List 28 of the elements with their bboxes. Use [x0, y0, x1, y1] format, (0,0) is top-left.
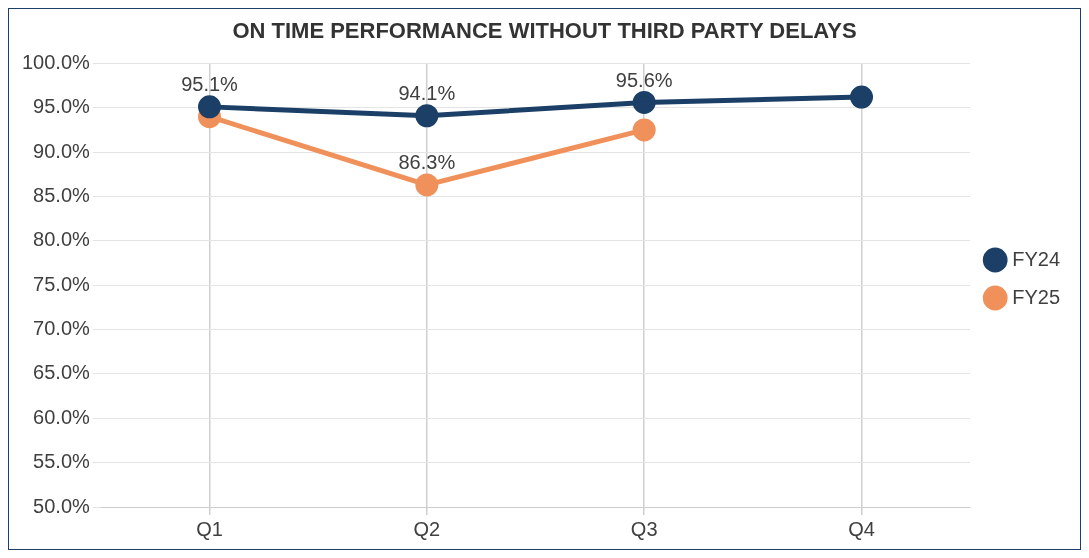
y-tick-label: 85.0%	[33, 184, 91, 206]
data-label: 86.3%	[398, 151, 456, 174]
y-tick-label: 80.0%	[33, 228, 91, 251]
y-tick-label: 60.0%	[33, 405, 91, 428]
y-tick-label: 55.0%	[33, 450, 91, 473]
point	[850, 85, 874, 109]
point	[632, 90, 656, 114]
point	[632, 118, 656, 142]
data-label: 94.1%	[398, 82, 456, 105]
y-tick-label: 100.0%	[21, 50, 91, 73]
legend-label: FY24	[1012, 247, 1061, 270]
point	[415, 104, 439, 128]
x-tick-label: Q4	[848, 517, 875, 540]
y-tick-label: 70.0%	[33, 317, 91, 340]
x-tick-label: Q1	[196, 517, 223, 540]
point	[415, 173, 439, 197]
x-tick-label: Q2	[413, 517, 441, 540]
point	[198, 95, 221, 119]
y-tick-label: 65.0%	[33, 361, 91, 384]
legend-label: FY25	[1012, 285, 1061, 308]
data-label: 95.6%	[615, 68, 673, 91]
y-tick-label: 90.0%	[33, 139, 91, 162]
y-tick-label: 75.0%	[33, 272, 91, 295]
x-tick-label: Q3	[630, 517, 658, 540]
y-tick-label: 50.0%	[33, 494, 91, 517]
chart-title: ON TIME PERFORMANCE WITHOUT THIRD PARTY DELAYS	[232, 18, 857, 44]
y-tick-label: 95.0%	[33, 95, 91, 118]
data-label: 95.1%	[181, 73, 239, 96]
